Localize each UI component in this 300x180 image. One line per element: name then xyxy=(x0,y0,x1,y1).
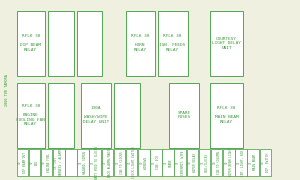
Text: 30
WIPER DELAY: 30 WIPER DELAY xyxy=(188,153,197,172)
Text: SPARE
FUSES: SPARE FUSES xyxy=(178,111,191,120)
FancyBboxPatch shape xyxy=(210,11,243,76)
FancyBboxPatch shape xyxy=(169,83,200,148)
Text: 2000 TVR TAMORA: 2000 TVR TAMORA xyxy=(5,74,10,106)
FancyBboxPatch shape xyxy=(248,148,259,176)
FancyBboxPatch shape xyxy=(65,148,77,176)
FancyBboxPatch shape xyxy=(126,11,154,76)
FancyBboxPatch shape xyxy=(41,148,52,176)
FancyBboxPatch shape xyxy=(48,11,74,76)
Text: 15
IGN TO CLOCKS: 15 IGN TO CLOCKS xyxy=(115,151,124,174)
FancyBboxPatch shape xyxy=(138,148,150,176)
Text: 30
WIPER BEAM LIGHT: 30 WIPER BEAM LIGHT xyxy=(224,148,233,176)
FancyBboxPatch shape xyxy=(53,148,64,176)
FancyBboxPatch shape xyxy=(235,148,247,176)
Text: 30
ECU: 30 ECU xyxy=(30,160,39,165)
Text: 15
FUEL/CLOCKS: 15 FUEL/CLOCKS xyxy=(200,153,209,172)
FancyBboxPatch shape xyxy=(175,148,186,176)
Text: 15
CLOCK LIGHT SWITCH: 15 CLOCK LIGHT SWITCH xyxy=(127,147,136,178)
FancyBboxPatch shape xyxy=(16,148,28,176)
Text: 15
HAZARD, SIREN: 15 HAZARD, SIREN xyxy=(79,151,87,174)
FancyBboxPatch shape xyxy=(162,148,174,176)
FancyBboxPatch shape xyxy=(150,148,162,176)
FancyBboxPatch shape xyxy=(76,11,102,76)
Text: 30
ENGINE FUEL: 30 ENGINE FUEL xyxy=(42,153,51,172)
Text: 15
INTERMIT. WIPE: 15 INTERMIT. WIPE xyxy=(176,150,184,175)
Text: 30
DIP BEAM OUT: 30 DIP BEAM OUT xyxy=(18,152,27,173)
Text: 130A

WASH/WIPE
DELAY UNIT: 130A WASH/WIPE DELAY UNIT xyxy=(83,106,109,124)
FancyBboxPatch shape xyxy=(102,148,113,176)
FancyBboxPatch shape xyxy=(29,148,40,176)
Text: 15
BATT FEED TO CLOCKS: 15 BATT FEED TO CLOCKS xyxy=(91,146,100,179)
FancyBboxPatch shape xyxy=(81,83,111,148)
Text: 15
MAIN BEAM: 15 MAIN BEAM xyxy=(249,155,257,170)
Text: 15
SPARE: 15 SPARE xyxy=(164,158,172,167)
FancyBboxPatch shape xyxy=(223,148,235,176)
FancyBboxPatch shape xyxy=(158,11,188,76)
FancyBboxPatch shape xyxy=(199,148,210,176)
FancyBboxPatch shape xyxy=(187,148,198,176)
Text: 15 (30)
HARNESS / ALARMS: 15 (30) HARNESS / ALARMS xyxy=(54,148,63,176)
FancyBboxPatch shape xyxy=(260,148,271,176)
Text: RFLK 30

DIP BEAM
RELAY: RFLK 30 DIP BEAM RELAY xyxy=(20,34,41,52)
Text: RFLK 30

MAIN BEAM
RELAY: RFLK 30 MAIN BEAM RELAY xyxy=(215,106,238,124)
FancyBboxPatch shape xyxy=(211,148,223,176)
FancyBboxPatch shape xyxy=(114,148,125,176)
Text: 15
IGN. ECU: 15 IGN. ECU xyxy=(152,156,160,169)
FancyBboxPatch shape xyxy=(16,83,45,148)
FancyBboxPatch shape xyxy=(48,83,74,148)
Text: 15
BACK ALARMS/RADIO: 15 BACK ALARMS/RADIO xyxy=(103,148,112,177)
FancyBboxPatch shape xyxy=(114,83,140,148)
FancyBboxPatch shape xyxy=(89,148,101,176)
Text: RFLK 30

ENGINE
COOLING FAN
RELAY: RFLK 30 ENGINE COOLING FAN RELAY xyxy=(16,104,45,126)
Text: 15
INT. LIGHT, BCK: 15 INT. LIGHT, BCK xyxy=(237,149,245,176)
Text: 30
WINDOWS: 30 WINDOWS xyxy=(140,156,148,169)
Text: 30
DIP. SWITCH: 30 DIP. SWITCH xyxy=(261,153,270,172)
Text: RFLK 30

IGN. FEEDS
RELAY: RFLK 30 IGN. FEEDS RELAY xyxy=(159,34,186,52)
FancyBboxPatch shape xyxy=(16,11,45,76)
Text: COURTESY
LIGHT DELAY
UNIT: COURTESY LIGHT DELAY UNIT xyxy=(212,37,241,50)
FancyBboxPatch shape xyxy=(77,148,89,176)
Text: RFLK 30

HORN
RELAY: RFLK 30 HORN RELAY xyxy=(131,34,149,52)
Text: 30
IGN TO COLUMN: 30 IGN TO COLUMN xyxy=(212,151,221,174)
FancyBboxPatch shape xyxy=(210,83,243,148)
FancyBboxPatch shape xyxy=(126,148,137,176)
